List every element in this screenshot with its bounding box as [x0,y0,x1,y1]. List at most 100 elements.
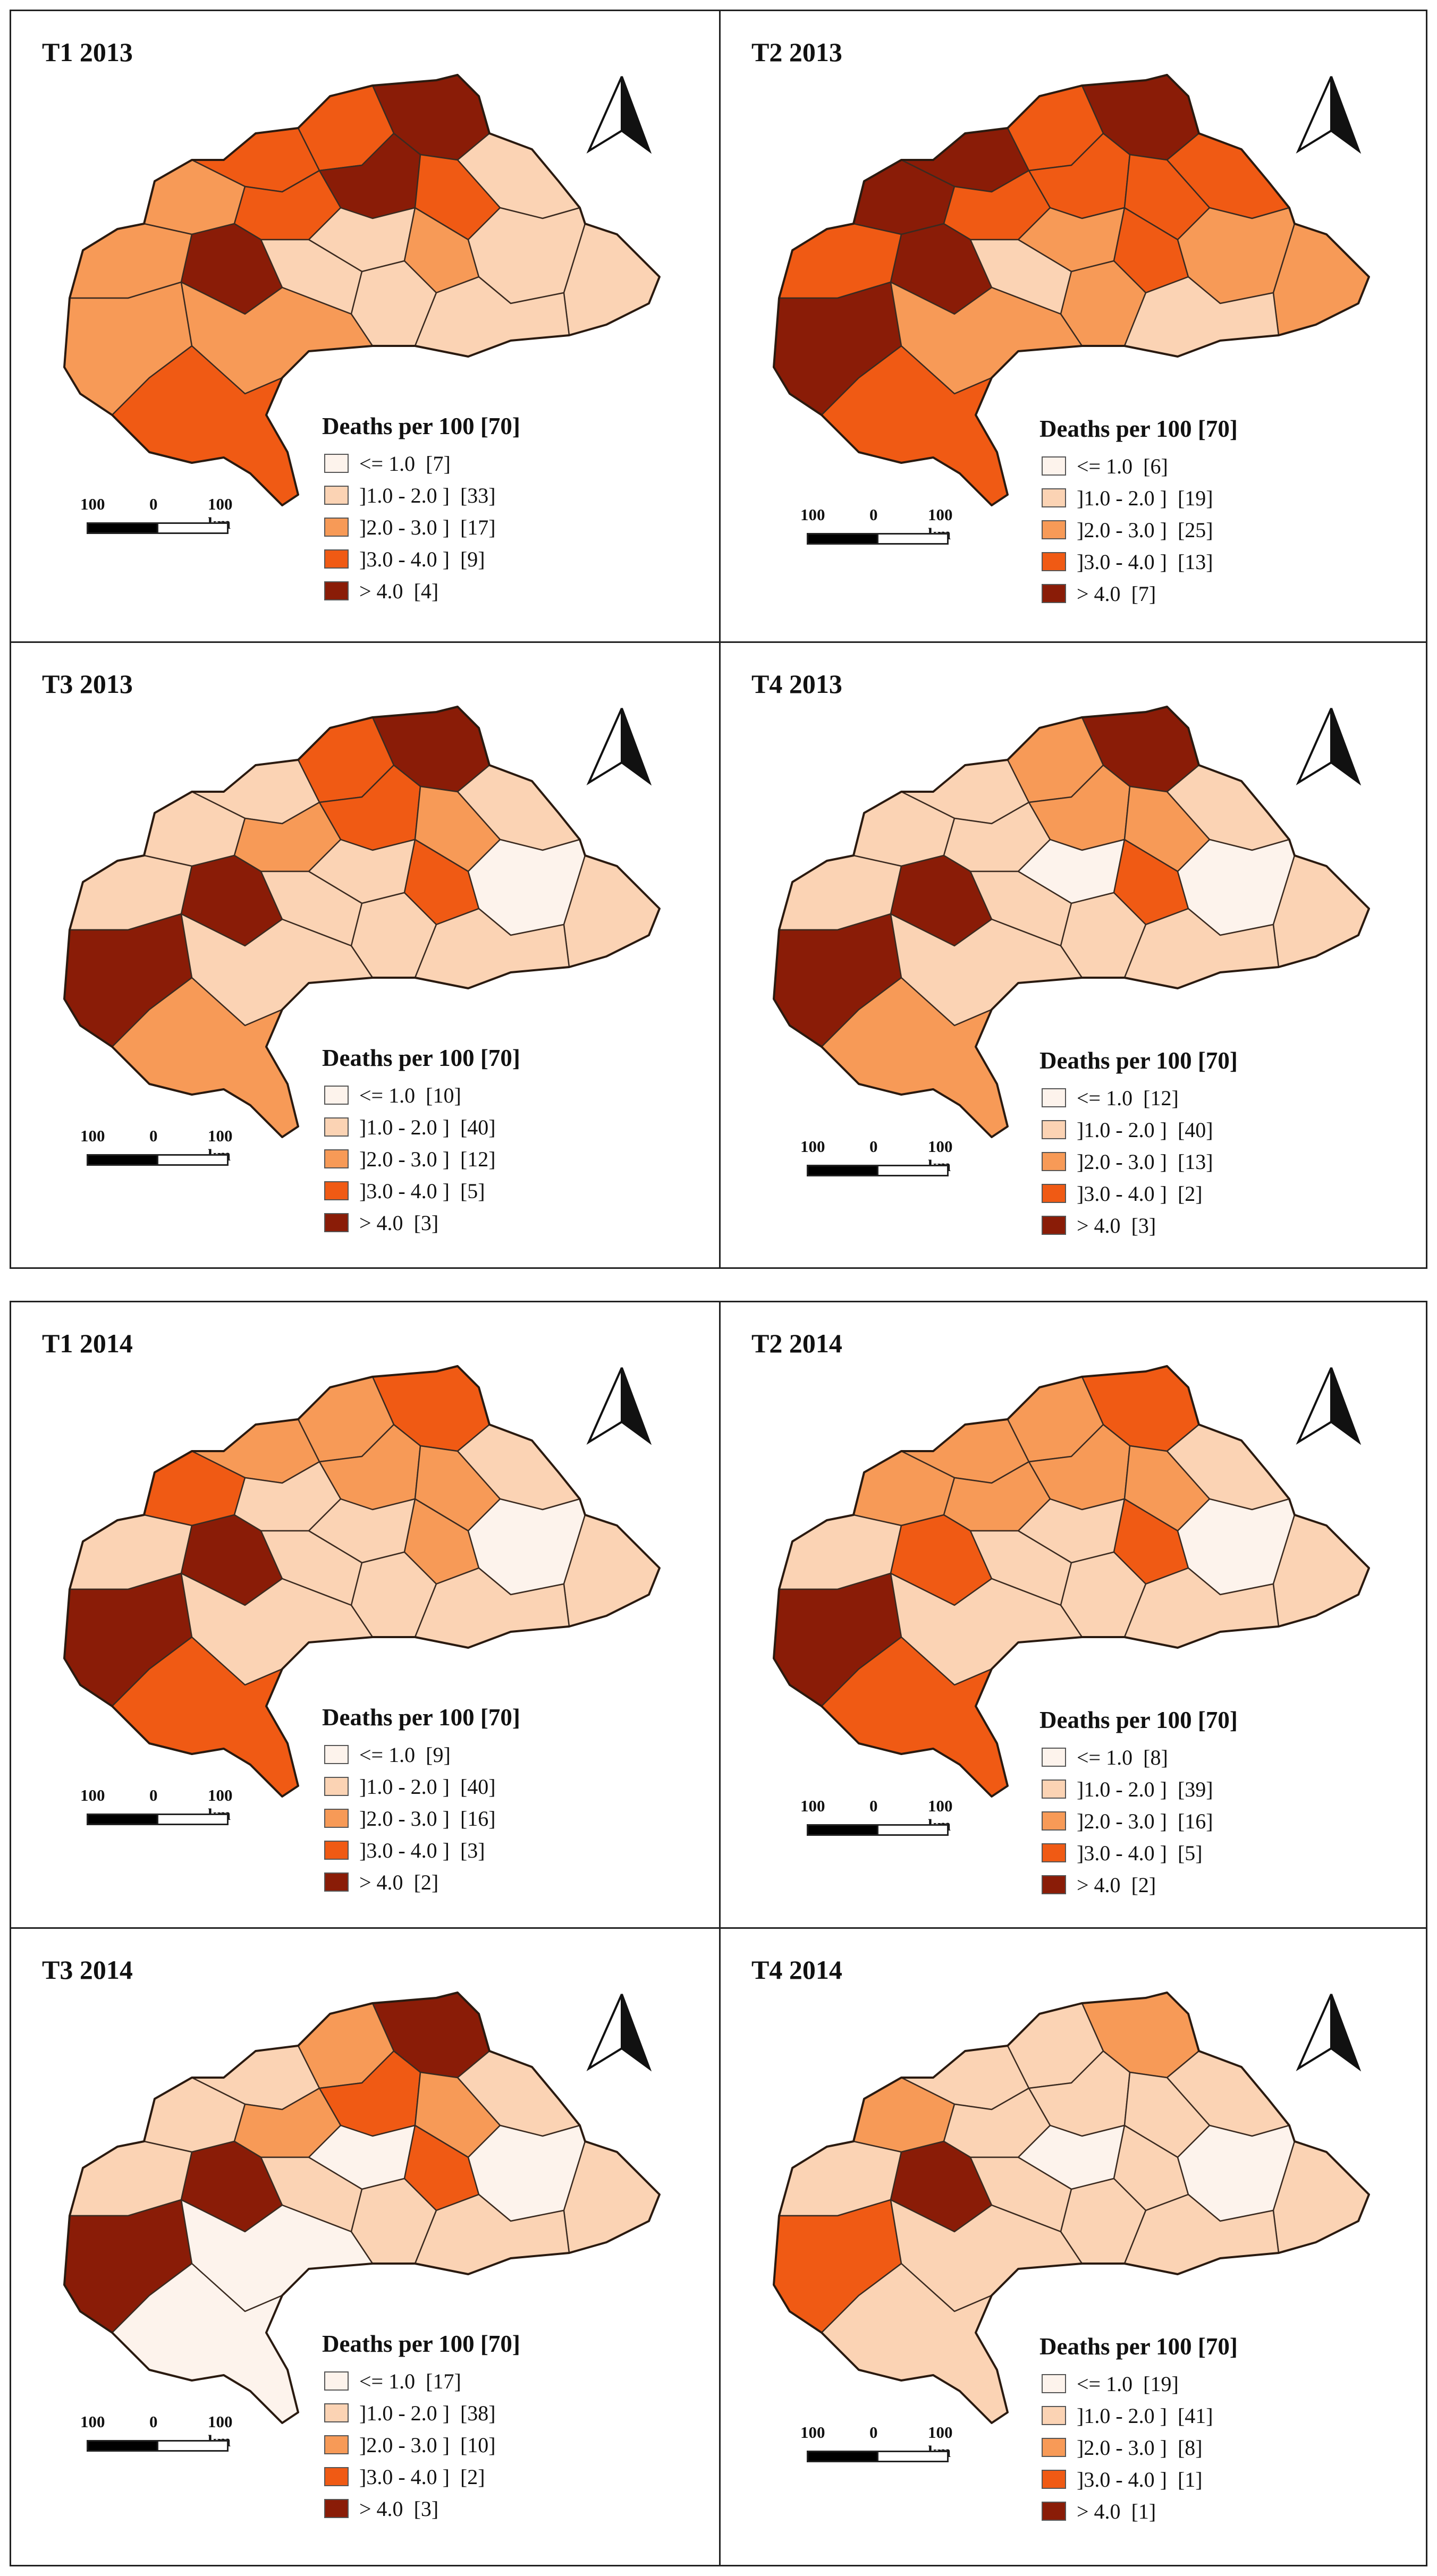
choropleth-map [63,1992,661,2424]
legend-count: [25] [1177,518,1213,542]
scale-bar-black-segment [807,1824,878,1836]
legend-swatch [1042,1748,1066,1767]
map-panel-t4-2014: T4 2014 Deaths per 100 [70] <= 1.0 [19]]1.… [721,1929,1427,2566]
map-panel-t2-2014: T2 2014 Deaths per 100 [70] <= 1.0 [8]]1.0… [721,1302,1427,1927]
legend-swatch [1042,1152,1066,1171]
north-arrow-icon [586,708,652,786]
legend-spacer [1167,2435,1178,2460]
north-arrow-right-half [621,1994,652,2072]
legend-class-label: ]2.0 - 3.0 ] [1077,2435,1167,2460]
legend-swatch [324,2435,349,2454]
legend-spacer [1167,1181,1178,1206]
legend-entry: ]3.0 - 4.0 ] [5] [1039,1837,1238,1869]
legend-class-label: ]2.0 - 3.0 ] [359,1147,450,1171]
north-arrow-left-half [586,1994,623,2072]
legend-entry: <= 1.0 [7] [322,447,520,479]
legend-entry: <= 1.0 [8] [1039,1741,1238,1773]
north-arrow-icon [586,1994,652,2072]
north-arrow-icon [586,1367,652,1445]
legend-swatch [324,1181,349,1200]
legend-count: [2] [1131,1872,1156,1897]
legend-spacer [450,483,460,508]
legend-count: [19] [1143,2371,1179,2396]
north-arrow-right-half [1330,1367,1362,1445]
legend-class-label: ]1.0 - 2.0 ] [1077,1777,1167,1801]
legend-entry: ]2.0 - 3.0 ] [8] [1039,2431,1238,2463]
legend-spacer [415,1742,426,1767]
legend-class-label: ]3.0 - 4.0 ] [1077,1181,1167,1206]
legend: Deaths per 100 [70] <= 1.0 [6]]1.0 - 2.0 … [1039,415,1238,609]
panel-title: T2 2014 [751,1328,842,1358]
legend-swatch [324,1086,349,1105]
legend-count: [19] [1177,486,1213,510]
scale-bar-white-segment [157,522,229,534]
scale-label-mid: 0 [869,1137,878,1156]
legend-count: [7] [1131,581,1156,606]
legend-class-label: ]1.0 - 2.0 ] [359,1115,450,1139]
legend-class-label: ]3.0 - 4.0 ] [359,1179,450,1203]
scale-bar-black-segment [807,2451,878,2462]
panel-title: T3 2014 [42,1955,133,1985]
legend-count: [8] [1177,2435,1203,2460]
legend-count: [3] [413,1210,439,1235]
north-arrow-left-half [1296,76,1332,154]
scale-label-left: 100 [80,495,105,513]
choropleth-map [63,1365,661,1798]
scale-label-left: 100 [800,505,825,524]
legend-count: [3] [1131,1213,1156,1238]
legend-entry: > 4.0 [4] [322,575,520,607]
legend-spacer [450,1806,460,1831]
legend-entry: ]1.0 - 2.0 ] [39] [1039,1773,1238,1805]
panel-divider-vertical [719,1302,721,2565]
legend-swatch [324,1841,349,1860]
legend-swatch [1042,1875,1066,1894]
legend-swatch [1042,1120,1066,1139]
legend-entry: ]3.0 - 4.0 ] [3] [322,1834,520,1866]
legend-entry: ]2.0 - 3.0 ] [12] [322,1143,520,1175]
legend-entry: ]3.0 - 4.0 ] [2] [322,2461,520,2493]
legend-swatch [324,486,349,505]
scale-label-left: 100 [800,2423,825,2442]
scale-bar-black-segment [807,1165,878,1176]
north-arrow-left-half [586,76,623,154]
legend-count: [38] [460,2401,496,2425]
legend-spacer [1167,1809,1178,1834]
legend-swatch [1042,520,1066,539]
legend-count: [13] [1177,549,1213,574]
legend-spacer [1167,2403,1178,2428]
scale-bar-black-segment [87,2440,158,2452]
legend-spacer [450,547,460,572]
legend-title: Deaths per 100 [70] [322,2331,520,2357]
legend-class-label: <= 1.0 [359,451,416,476]
legend-count: [10] [460,2433,496,2457]
legend-swatch [324,2371,349,2391]
legend-entry: ]1.0 - 2.0 ] [40] [322,1111,520,1143]
panel-divider-horizontal [11,641,1426,643]
panel-title: T1 2014 [42,1328,133,1358]
legend-swatch [1042,1843,1066,1862]
map-panel-t4-2013: T4 2013 Deaths per 100 [70] <= 1.0 [12]]1.… [721,643,1427,1269]
legend-swatch [324,1872,349,1892]
legend-swatch [1042,2502,1066,2521]
legend-swatch [324,454,349,473]
scale-label-left: 100 [80,2412,105,2431]
legend-count: [17] [460,515,496,539]
legend-spacer [1167,549,1178,574]
legend-spacer [1132,1745,1143,1770]
scale-label-mid: 0 [869,2423,878,2442]
legend-class-label: ]1.0 - 2.0 ] [359,483,450,507]
legend-spacer [450,1838,460,1863]
legend-class-label: ]2.0 - 3.0 ] [1077,1149,1167,1174]
legend-count: [17] [426,2369,461,2393]
legend-class-label: ]2.0 - 3.0 ] [359,1806,450,1831]
legend-count: [40] [460,1115,496,1139]
north-arrow-left-half [586,1367,623,1445]
legend-entry: ]3.0 - 4.0 ] [1] [1039,2463,1238,2495]
north-arrow-icon [1296,1994,1362,2072]
legend-class-label: > 4.0 [359,2496,403,2521]
legend-entry: > 4.0 [3] [322,2493,520,2524]
